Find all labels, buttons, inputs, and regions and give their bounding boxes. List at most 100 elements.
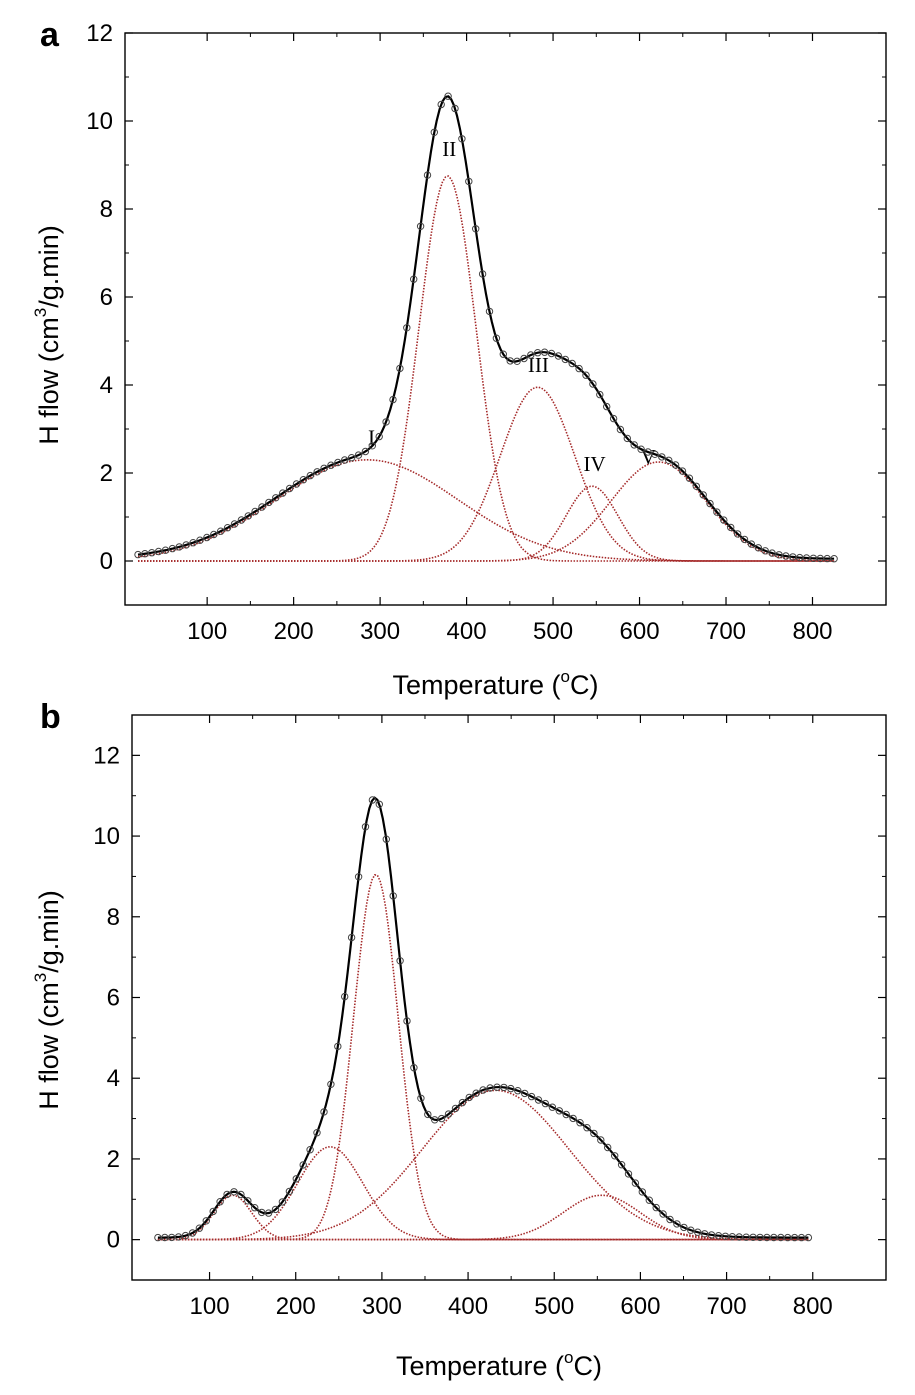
data-point (181, 1231, 190, 1240)
data-point (521, 1089, 529, 1098)
data-point (306, 471, 314, 480)
data-point (507, 1084, 515, 1093)
data-point (789, 553, 797, 561)
x-axis-label-end: C) (570, 670, 599, 700)
data-point (747, 540, 756, 548)
panel-letter: a (40, 16, 60, 54)
data-point (334, 458, 342, 467)
x-axis-label: Temperature (oC) (396, 1348, 602, 1381)
data-point (541, 1099, 550, 1108)
data-point (576, 1119, 584, 1127)
component-curve-4 (157, 1089, 809, 1241)
data-point (361, 823, 370, 831)
x-tick-label: 300 (362, 1293, 402, 1320)
data-point (244, 1197, 252, 1205)
data-point (382, 835, 390, 843)
data-point (816, 554, 824, 563)
panel-letter: b (40, 698, 61, 736)
data-point (658, 453, 666, 461)
data-point (770, 1233, 778, 1242)
data-point (375, 800, 383, 808)
data-point (624, 1170, 633, 1178)
x-tick-label: 200 (276, 1293, 316, 1320)
data-point (782, 552, 790, 560)
data-point (804, 1233, 813, 1242)
data-point (569, 1114, 577, 1123)
data-point (713, 508, 721, 516)
data-point (195, 1224, 204, 1232)
data-point (720, 516, 728, 524)
data-point (478, 270, 487, 278)
data-point (554, 352, 563, 360)
data-point (603, 402, 611, 411)
y-axis-label: H flow (cm3/g.min) (31, 890, 64, 1110)
data-point (403, 1017, 411, 1025)
data-point (368, 442, 376, 450)
data-point (768, 549, 776, 557)
data-point (499, 350, 507, 358)
data-point (313, 1129, 321, 1137)
data-point (735, 1233, 743, 1241)
data-point (514, 1087, 522, 1095)
data-point (154, 1233, 162, 1242)
data-point (756, 1233, 764, 1242)
data-point (410, 275, 418, 283)
data-point (458, 1098, 467, 1107)
data-point (320, 464, 328, 472)
data-point (809, 554, 818, 562)
data-point (451, 104, 459, 113)
x-tick-label: 500 (533, 618, 573, 645)
data-point (547, 349, 556, 358)
y-axis-label-end: /g.min) (34, 890, 64, 973)
data-point (479, 1086, 487, 1094)
peak-label-2: II (442, 137, 456, 161)
y-tick-label: 6 (107, 985, 120, 1012)
data-point (251, 507, 259, 516)
x-tick-label: 200 (274, 618, 314, 645)
data-point (306, 1146, 314, 1154)
x-axis-label-end: C) (574, 1351, 603, 1381)
data-point (237, 516, 246, 524)
data-point (216, 1198, 224, 1206)
x-axis-label-sup: o (561, 667, 570, 686)
data-point (555, 1107, 563, 1115)
data-point (258, 1208, 266, 1217)
data-point (548, 1103, 557, 1111)
data-point (265, 498, 273, 507)
y-axis-label: H flow (cm3/g.min) (31, 225, 64, 445)
data-point (209, 1207, 217, 1216)
y-axis-label-sup: 3 (31, 973, 50, 982)
fit-envelope-curve (157, 796, 809, 1239)
data-point (292, 480, 301, 488)
data-point (699, 491, 707, 499)
data-point (575, 364, 583, 373)
data-point (217, 527, 225, 535)
data-point (637, 445, 645, 453)
data-point (493, 1083, 501, 1091)
data-point (568, 359, 576, 368)
data-point (534, 1096, 543, 1104)
x-tick-label: 700 (707, 1293, 747, 1320)
data-point (465, 177, 473, 186)
data-point (687, 1226, 695, 1234)
data-point (285, 484, 294, 493)
data-point (244, 512, 253, 520)
data-point (230, 1188, 238, 1196)
component-curve-1 (157, 1194, 809, 1241)
data-point (313, 468, 321, 476)
data-point (775, 551, 783, 559)
data-point (638, 1188, 646, 1196)
component-curve-3 (138, 386, 835, 562)
y-tick-label: 12 (93, 742, 120, 769)
y-tick-label: 2 (107, 1146, 120, 1173)
data-point (320, 1108, 328, 1116)
data-point (727, 523, 735, 532)
data-point (148, 549, 156, 557)
data-point (465, 1093, 473, 1102)
data-point (168, 1233, 176, 1242)
data-point (740, 535, 749, 544)
data-point (175, 543, 184, 551)
data-point (604, 1143, 612, 1152)
y-tick-label: 0 (100, 548, 113, 575)
data-point (417, 1094, 425, 1103)
